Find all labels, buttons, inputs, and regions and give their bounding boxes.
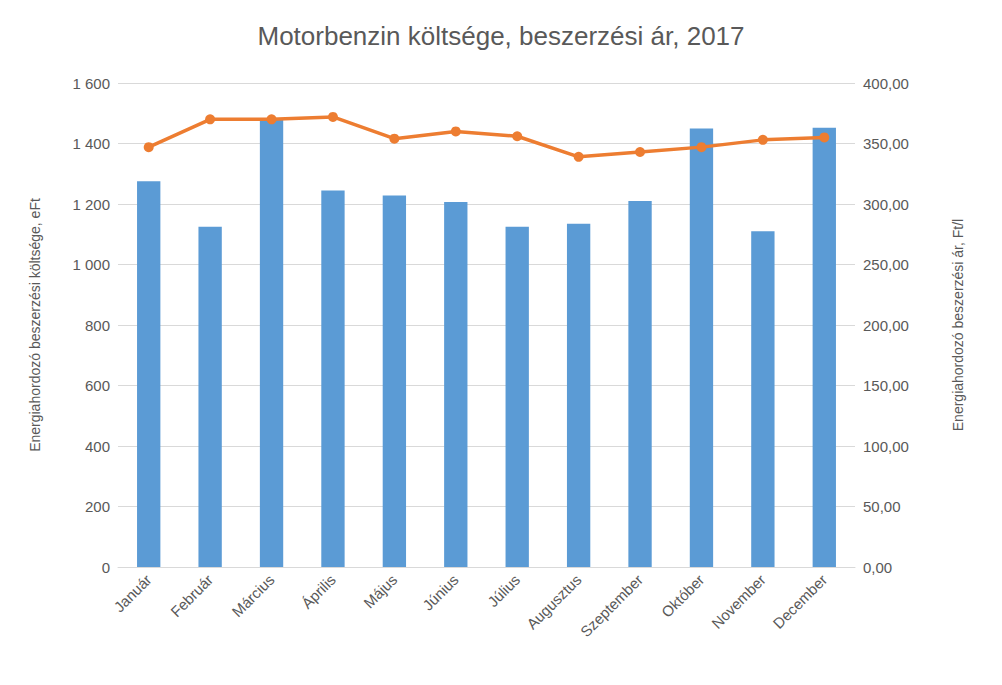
svg-text:50,00: 50,00 (863, 498, 901, 515)
svg-text:800: 800 (85, 317, 110, 334)
svg-text:Április: Április (298, 571, 339, 612)
svg-text:0,00: 0,00 (863, 559, 892, 576)
svg-text:Február: Február (167, 571, 216, 620)
svg-text:400,00: 400,00 (863, 75, 909, 92)
svg-text:Augusztus: Augusztus (523, 571, 584, 632)
svg-text:November: November (708, 571, 769, 632)
svg-text:400: 400 (85, 438, 110, 455)
svg-text:1 400: 1 400 (72, 135, 110, 152)
svg-text:Október: Október (658, 571, 708, 621)
svg-text:150,00: 150,00 (863, 377, 909, 394)
svg-text:0: 0 (102, 559, 110, 576)
svg-text:250,00: 250,00 (863, 256, 909, 273)
svg-text:1 600: 1 600 (72, 75, 110, 92)
svg-text:600: 600 (85, 377, 110, 394)
svg-text:Július: Július (484, 571, 523, 610)
svg-text:Motorbenzin költsége, beszerzé: Motorbenzin költsége, beszerzési ár, 201… (257, 21, 744, 51)
svg-text:Május: Május (360, 571, 400, 611)
svg-text:300,00: 300,00 (863, 196, 909, 213)
svg-text:Szeptember: Szeptember (577, 571, 646, 640)
svg-text:350,00: 350,00 (863, 135, 909, 152)
svg-text:Energiahordozó beszerzési költ: Energiahordozó beszerzési költsége, eFt (27, 198, 43, 452)
svg-text:200,00: 200,00 (863, 317, 909, 334)
svg-text:Január: Január (110, 571, 154, 615)
svg-text:Március: Március (228, 571, 277, 620)
svg-text:Június: Június (419, 571, 462, 614)
svg-text:1 000: 1 000 (72, 256, 110, 273)
svg-text:1 200: 1 200 (72, 196, 110, 213)
svg-text:December: December (769, 571, 830, 632)
svg-text:Energiahordozó beszerzési ár,: Energiahordozó beszerzési ár, Ft/l (950, 219, 966, 431)
svg-text:200: 200 (85, 498, 110, 515)
svg-text:100,00: 100,00 (863, 438, 909, 455)
